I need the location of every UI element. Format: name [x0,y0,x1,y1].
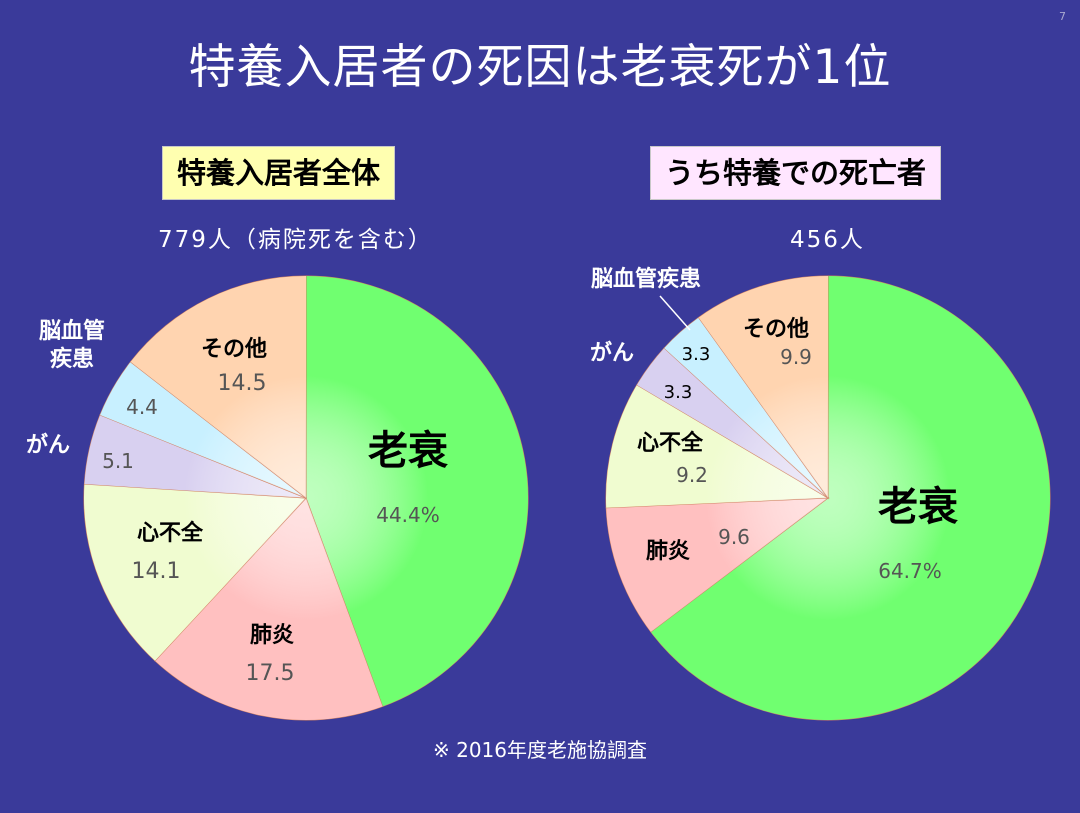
pie-chart-right: 老衰 64.7% 肺炎 9.6 心不全 9.2 がん 3.3 脳血管疾患 3.3 その他 9.9 [590,266,1051,721]
pie-slice-shade-haien [155,498,383,721]
pie-chart-left: 老衰 44.4% 肺炎 17.5 心不全 14.1 がん 5.1 脳血管疾患 4.4 その他 14.5 [26,275,529,721]
slide-title: 特養入居者の死因は老衰死が1位 [188,40,892,95]
page-number: 7 [1059,10,1066,23]
pie-slice-shade-rousui [306,276,529,707]
pie-slice-shade-gan [636,348,828,498]
slice-value-rousui: 44.4% [376,503,440,527]
slice-value-shinfuzen: 14.1 [132,559,181,584]
slice-label-gan: がん [590,340,634,366]
slice-value-sonota: 9.9 [780,345,812,369]
slice-label-rousui: 老衰 [878,484,958,530]
chart-left-title: 特養入居者全体 [162,146,396,200]
slice-label-haien: 肺炎 [646,539,690,564]
slice-value-rousui: 64.7% [878,559,942,583]
slice-label-noukekkan: 脳血管 [39,318,105,344]
slice-value-gan: 3.3 [664,382,693,403]
footnote: ※ 2016年度老施協調査 [432,738,647,762]
slice-label-rousui: 老衰 [368,428,448,474]
slice-label-gan: がん [26,432,70,458]
chart-right-subtitle: 456人 [790,227,865,253]
slice-label-haien: 肺炎 [250,623,294,648]
pie-slice-shade-gan [84,414,306,498]
slice-label-sonota: その他 [743,317,809,342]
slice-value-haien: 9.6 [718,525,750,549]
slice-value-haien: 17.5 [246,661,295,686]
slice-label-noukekkan: 疾患 [50,346,94,372]
slice-label-shinfuzen: 心不全 [637,430,704,456]
slice-value-noukekkan: 4.4 [126,395,158,419]
slice-value-sonota: 14.5 [218,371,267,396]
pie-slice-shade-haien [606,498,828,632]
pie-slice-shade-sonota [698,276,828,498]
slice-value-shinfuzen: 9.2 [676,463,708,487]
pie-slice-shade-shinfuzen [605,384,828,508]
slice-value-noukekkan: 3.3 [682,344,711,365]
slice-label-shinfuzen: 心不全 [137,520,204,546]
chart-right-title: うち特養での死亡者 [650,146,942,200]
pie-slice-shade-sonota [130,276,306,498]
slice-label-sonota: その他 [201,337,267,362]
slice-label-noukekkan: 脳血管疾患 [591,266,701,292]
slice-value-gan: 5.1 [102,449,134,473]
pie-slice-shade-rousui [650,276,1050,720]
pie-slice-shade-noukekkan [100,361,306,498]
pie-slice-shade-shinfuzen [83,484,306,661]
pie-slice-shade-noukekkan [664,317,828,498]
leader-line-noukekkan [659,295,691,331]
chart-left-subtitle: 779人（病院死を含む） [158,227,433,253]
